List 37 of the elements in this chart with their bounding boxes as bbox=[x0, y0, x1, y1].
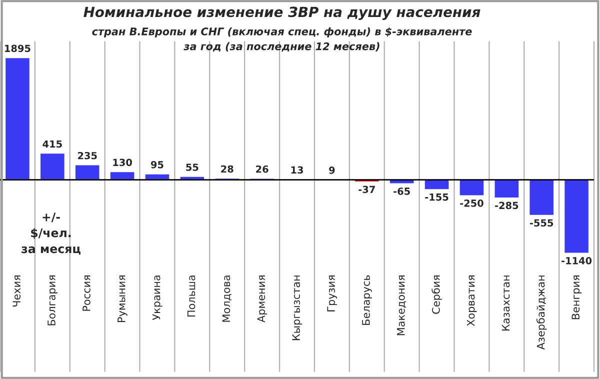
x-tick-label: Венгрия bbox=[572, 276, 582, 320]
data-label: -155 bbox=[425, 193, 448, 201]
x-tick-label: Чехия bbox=[12, 276, 20, 307]
x-tick-label: Болгария bbox=[48, 276, 58, 326]
x-tick-label: Македония bbox=[397, 276, 406, 336]
data-label: -65 bbox=[394, 188, 410, 195]
data-label: 9 bbox=[329, 166, 335, 174]
data-label: 28 bbox=[221, 165, 234, 173]
data-label: -555 bbox=[530, 219, 554, 227]
data-label: -285 bbox=[495, 202, 518, 210]
x-tick-label: Армения bbox=[257, 276, 268, 322]
data-label: 235 bbox=[78, 152, 97, 160]
x-tick-label: Азербайджан bbox=[536, 276, 547, 350]
x-tick-label: Грузия bbox=[327, 276, 337, 312]
data-label: 26 bbox=[256, 165, 268, 173]
x-tick-label: Кыргызстан bbox=[292, 276, 302, 340]
x-tick-label: Беларусь bbox=[362, 275, 372, 325]
data-label: 415 bbox=[42, 140, 62, 148]
x-tick-label: Польша bbox=[187, 276, 196, 317]
data-label: 130 bbox=[113, 158, 132, 166]
annotation: +/- $/чел. за месяц bbox=[22, 212, 80, 255]
chart-subtitle: стран В.Европы и СНГ (включая спец. фонды) в $-эквиваленте за год (за последние 12 месяев) bbox=[92, 27, 472, 52]
data-label: 95 bbox=[150, 161, 164, 168]
data-label: 1895 bbox=[5, 44, 30, 52]
data-label: 13 bbox=[291, 166, 303, 174]
x-tick-label: Украина bbox=[152, 276, 162, 320]
x-tick-label: Хорватия bbox=[466, 276, 477, 326]
data-label: -37 bbox=[358, 186, 375, 194]
chart-title: Номинальное изменение ЗВР на душу населения bbox=[84, 6, 480, 20]
x-tick-label: Сербия bbox=[432, 276, 442, 314]
x-tick-label: Россия bbox=[82, 276, 90, 311]
data-label: -1140 bbox=[562, 256, 592, 264]
data-label: -250 bbox=[460, 200, 484, 207]
x-tick-label: Румыния bbox=[118, 276, 128, 322]
x-tick-label: Молдова bbox=[222, 276, 232, 322]
data-label: 55 bbox=[186, 164, 198, 171]
x-tick-label: Казахстан bbox=[502, 276, 510, 330]
